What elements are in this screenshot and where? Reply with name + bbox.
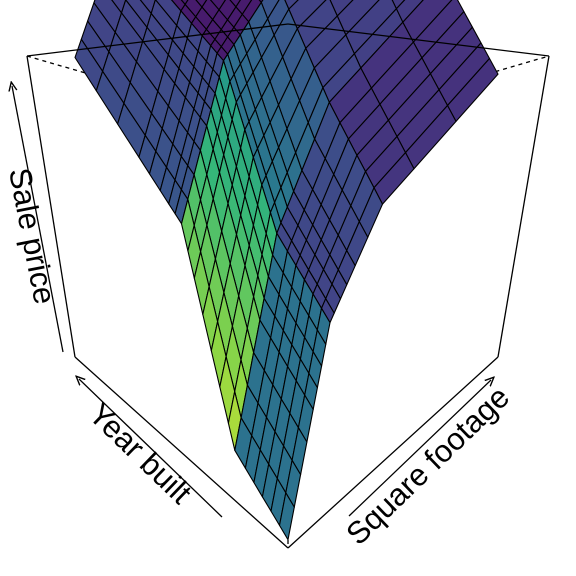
hidden-edge-top-right	[287, 55, 550, 133]
edge-left-vertical	[26, 55, 76, 358]
edge-top-back-right	[287, 23, 550, 57]
edge-bottom-front-right	[287, 356, 499, 549]
edge-right-vertical	[497, 55, 550, 358]
x-axis-label: Square footage	[339, 379, 516, 551]
y-axis-label: Year built	[82, 396, 199, 510]
surface	[74, 0, 499, 541]
edge-bottom-front-left	[74, 356, 289, 549]
surface-facet-0-0	[278, 492, 295, 541]
y-axis-arrow	[79, 379, 223, 518]
box-edges	[26, 23, 550, 549]
axis-arrows	[12, 86, 491, 518]
x-axis-arrow	[348, 380, 491, 517]
edge-top-back-left	[26, 23, 289, 57]
surface-facet-16-7	[391, 0, 406, 10]
z-axis-label: Sale price	[2, 165, 63, 307]
z-axis-arrow	[12, 86, 64, 353]
